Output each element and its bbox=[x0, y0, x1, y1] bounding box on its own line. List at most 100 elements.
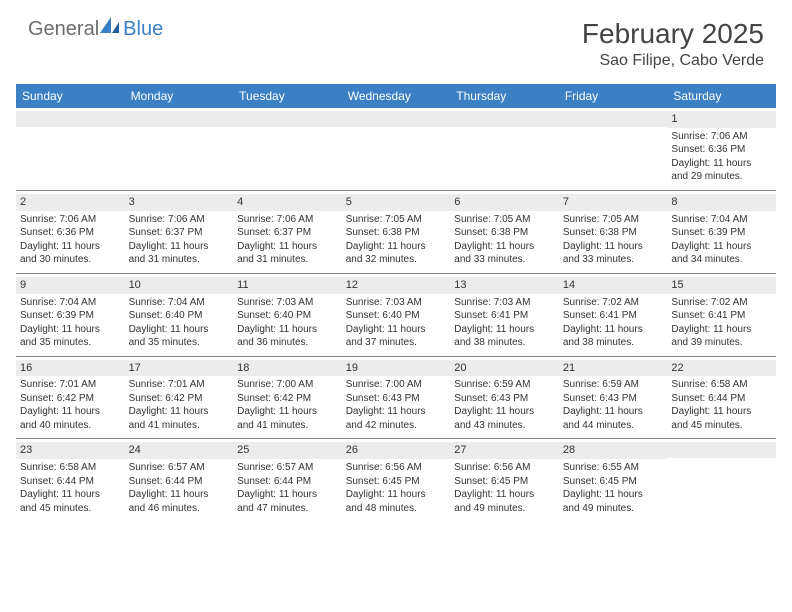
daylight-line-2: and 44 minutes. bbox=[563, 419, 664, 433]
day-cell: 3Sunrise: 7:06 AMSunset: 6:37 PMDaylight… bbox=[125, 191, 234, 273]
day-number: 26 bbox=[342, 442, 451, 459]
daylight-line-1: Daylight: 11 hours bbox=[237, 323, 338, 337]
daylight-line-2: and 33 minutes. bbox=[454, 253, 555, 267]
sunrise-line: Sunrise: 6:58 AM bbox=[671, 378, 772, 392]
logo: General Blue bbox=[28, 18, 163, 41]
day-number bbox=[342, 111, 451, 127]
day-header: Monday bbox=[125, 84, 234, 108]
daylight-line-2: and 41 minutes. bbox=[129, 419, 230, 433]
sunrise-line: Sunrise: 6:59 AM bbox=[454, 378, 555, 392]
day-number bbox=[233, 111, 342, 127]
day-cell: 10Sunrise: 7:04 AMSunset: 6:40 PMDayligh… bbox=[125, 274, 234, 356]
sunset-line: Sunset: 6:41 PM bbox=[563, 309, 664, 323]
sunset-line: Sunset: 6:40 PM bbox=[346, 309, 447, 323]
daylight-line-1: Daylight: 11 hours bbox=[346, 240, 447, 254]
day-cell: 24Sunrise: 6:57 AMSunset: 6:44 PMDayligh… bbox=[125, 439, 234, 521]
day-cell bbox=[450, 108, 559, 190]
day-number: 12 bbox=[342, 277, 451, 294]
sunrise-line: Sunrise: 6:56 AM bbox=[346, 461, 447, 475]
day-number: 2 bbox=[16, 194, 125, 211]
day-cell: 19Sunrise: 7:00 AMSunset: 6:43 PMDayligh… bbox=[342, 357, 451, 439]
daylight-line-2: and 31 minutes. bbox=[237, 253, 338, 267]
daylight-line-1: Daylight: 11 hours bbox=[454, 240, 555, 254]
sunrise-line: Sunrise: 7:03 AM bbox=[454, 296, 555, 310]
day-header: Friday bbox=[559, 84, 668, 108]
daylight-line-1: Daylight: 11 hours bbox=[237, 240, 338, 254]
sunrise-line: Sunrise: 7:04 AM bbox=[20, 296, 121, 310]
daylight-line-1: Daylight: 11 hours bbox=[129, 405, 230, 419]
title-block: February 2025 Sao Filipe, Cabo Verde bbox=[582, 18, 764, 70]
day-number: 7 bbox=[559, 194, 668, 211]
sunrise-line: Sunrise: 7:06 AM bbox=[237, 213, 338, 227]
sunrise-line: Sunrise: 7:01 AM bbox=[20, 378, 121, 392]
daylight-line-1: Daylight: 11 hours bbox=[346, 488, 447, 502]
day-cell: 1Sunrise: 7:06 AMSunset: 6:36 PMDaylight… bbox=[667, 108, 776, 190]
sunrise-line: Sunrise: 7:01 AM bbox=[129, 378, 230, 392]
header: General Blue February 2025 Sao Filipe, C… bbox=[0, 0, 792, 78]
day-header: Tuesday bbox=[233, 84, 342, 108]
logo-text-general: General bbox=[28, 18, 99, 41]
day-cell: 27Sunrise: 6:56 AMSunset: 6:45 PMDayligh… bbox=[450, 439, 559, 521]
daylight-line-2: and 33 minutes. bbox=[563, 253, 664, 267]
sunset-line: Sunset: 6:38 PM bbox=[563, 226, 664, 240]
sunrise-line: Sunrise: 6:57 AM bbox=[129, 461, 230, 475]
day-cell: 25Sunrise: 6:57 AMSunset: 6:44 PMDayligh… bbox=[233, 439, 342, 521]
sunrise-line: Sunrise: 7:03 AM bbox=[346, 296, 447, 310]
day-cell: 18Sunrise: 7:00 AMSunset: 6:42 PMDayligh… bbox=[233, 357, 342, 439]
daylight-line-2: and 38 minutes. bbox=[454, 336, 555, 350]
daylight-line-2: and 49 minutes. bbox=[563, 502, 664, 516]
sunrise-line: Sunrise: 7:02 AM bbox=[563, 296, 664, 310]
day-cell bbox=[559, 108, 668, 190]
sunset-line: Sunset: 6:45 PM bbox=[454, 475, 555, 489]
sunrise-line: Sunrise: 7:00 AM bbox=[346, 378, 447, 392]
day-cell: 23Sunrise: 6:58 AMSunset: 6:44 PMDayligh… bbox=[16, 439, 125, 521]
day-cell: 28Sunrise: 6:55 AMSunset: 6:45 PMDayligh… bbox=[559, 439, 668, 521]
day-number: 16 bbox=[16, 360, 125, 377]
sunset-line: Sunset: 6:36 PM bbox=[20, 226, 121, 240]
day-number: 28 bbox=[559, 442, 668, 459]
day-number: 6 bbox=[450, 194, 559, 211]
week-row: 16Sunrise: 7:01 AMSunset: 6:42 PMDayligh… bbox=[16, 356, 776, 439]
daylight-line-1: Daylight: 11 hours bbox=[20, 323, 121, 337]
day-cell: 7Sunrise: 7:05 AMSunset: 6:38 PMDaylight… bbox=[559, 191, 668, 273]
day-cell: 9Sunrise: 7:04 AMSunset: 6:39 PMDaylight… bbox=[16, 274, 125, 356]
day-cell bbox=[125, 108, 234, 190]
day-number: 8 bbox=[667, 194, 776, 211]
logo-sail-icon bbox=[99, 16, 121, 34]
day-number: 20 bbox=[450, 360, 559, 377]
day-header: Sunday bbox=[16, 84, 125, 108]
sunrise-line: Sunrise: 6:57 AM bbox=[237, 461, 338, 475]
daylight-line-2: and 35 minutes. bbox=[129, 336, 230, 350]
daylight-line-2: and 32 minutes. bbox=[346, 253, 447, 267]
daylight-line-2: and 47 minutes. bbox=[237, 502, 338, 516]
day-header: Saturday bbox=[667, 84, 776, 108]
week-row: 2 Sunrise: 7:06 AM Sunset: 6:36 PM Daylight… bbox=[16, 190, 776, 273]
day-cell bbox=[233, 108, 342, 190]
sunrise-line: Sunrise: 7:04 AM bbox=[129, 296, 230, 310]
day-header-row: Sunday Monday Tuesday Wednesday Thursday… bbox=[16, 84, 776, 108]
month-title: February 2025 bbox=[582, 18, 764, 50]
sunset-line: Sunset: 6:38 PM bbox=[346, 226, 447, 240]
day-header: Wednesday bbox=[342, 84, 451, 108]
daylight-line-1: Daylight: 11 hours bbox=[237, 405, 338, 419]
day-cell: 11Sunrise: 7:03 AMSunset: 6:40 PMDayligh… bbox=[233, 274, 342, 356]
day-number bbox=[667, 442, 776, 458]
sunset-line: Sunset: 6:45 PM bbox=[346, 475, 447, 489]
daylight-line-1: Daylight: 11 hours bbox=[20, 488, 121, 502]
day-cell: 12Sunrise: 7:03 AMSunset: 6:40 PMDayligh… bbox=[342, 274, 451, 356]
day-cell: 16Sunrise: 7:01 AMSunset: 6:42 PMDayligh… bbox=[16, 357, 125, 439]
day-cell bbox=[16, 108, 125, 190]
sunset-line: Sunset: 6:44 PM bbox=[20, 475, 121, 489]
daylight-line-1: Daylight: 11 hours bbox=[346, 405, 447, 419]
sunset-line: Sunset: 6:37 PM bbox=[237, 226, 338, 240]
daylight-line-2: and 41 minutes. bbox=[237, 419, 338, 433]
day-cell: 8Sunrise: 7:04 AMSunset: 6:39 PMDaylight… bbox=[667, 191, 776, 273]
day-cell: 13Sunrise: 7:03 AMSunset: 6:41 PMDayligh… bbox=[450, 274, 559, 356]
day-number: 3 bbox=[125, 194, 234, 211]
sunset-line: Sunset: 6:43 PM bbox=[563, 392, 664, 406]
day-number bbox=[16, 111, 125, 127]
sunset-line: Sunset: 6:42 PM bbox=[20, 392, 121, 406]
sunrise-line: Sunrise: 7:02 AM bbox=[671, 296, 772, 310]
daylight-line-2: and 40 minutes. bbox=[20, 419, 121, 433]
sunset-line: Sunset: 6:45 PM bbox=[563, 475, 664, 489]
